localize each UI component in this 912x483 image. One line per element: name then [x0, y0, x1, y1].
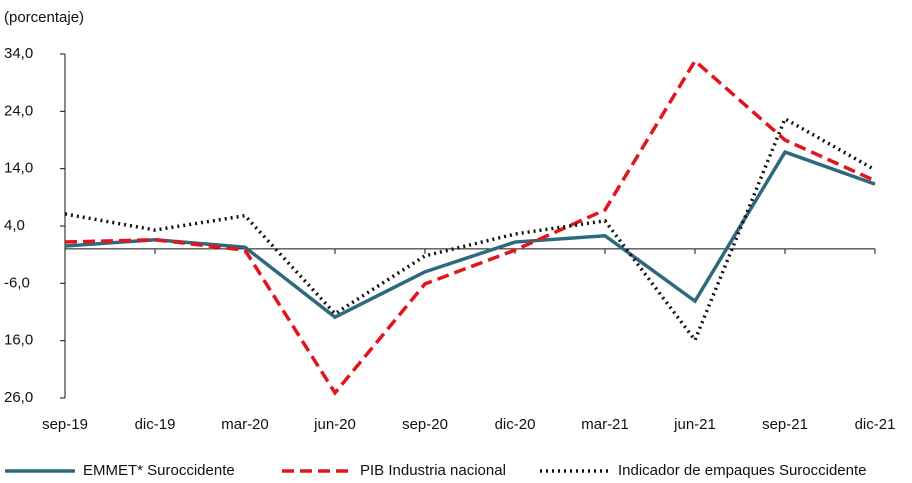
y-tick-label: -6,0	[4, 274, 30, 291]
x-tick-label: mar-21	[581, 416, 629, 433]
x-tick-label: sep-21	[762, 416, 808, 433]
x-tick-label: sep-19	[42, 416, 88, 433]
y-tick-label: 24,0	[4, 102, 33, 119]
y-tick-label: 26,0	[4, 389, 33, 406]
legend-label: EMMET* Suroccidente	[83, 462, 235, 479]
y-tick-label: 16,0	[4, 332, 33, 349]
legend-label: PIB Industria nacional	[360, 462, 506, 479]
x-tick-label: jun-20	[313, 416, 356, 433]
y-tick-label: 34,0	[4, 45, 33, 62]
y-tick-label: 4,0	[4, 217, 25, 234]
series-line	[64, 58, 876, 396]
y-tick-label: 14,0	[4, 160, 33, 177]
series-line	[64, 149, 876, 320]
x-tick-label: dic-21	[855, 416, 896, 433]
series-line	[64, 116, 876, 344]
chart-subtitle: (porcentaje)	[4, 9, 84, 26]
x-tick-label: sep-20	[402, 416, 448, 433]
x-tick-label: dic-20	[495, 416, 536, 433]
x-tick-label: mar-20	[221, 416, 269, 433]
legend-label: Indicador de empaques Suroccidente	[618, 462, 867, 479]
x-tick-label: jun-21	[673, 416, 716, 433]
x-tick-label: dic-19	[135, 416, 176, 433]
